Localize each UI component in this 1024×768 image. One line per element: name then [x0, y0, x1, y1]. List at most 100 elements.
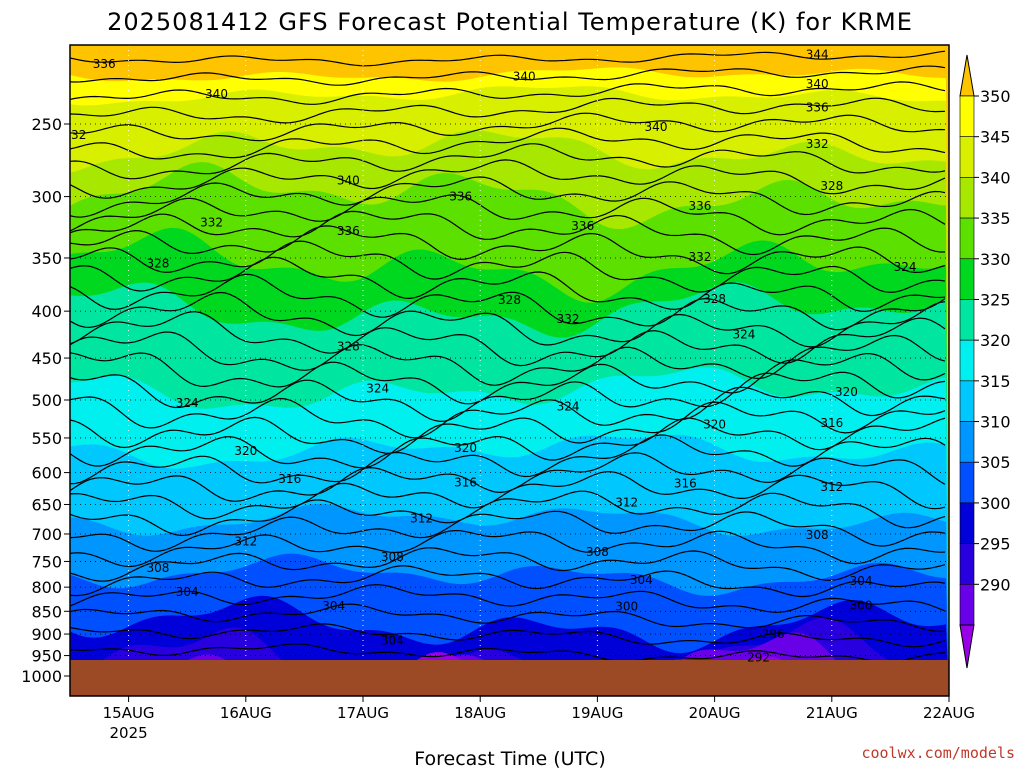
contour-label: 340 [205, 87, 228, 101]
contour-line [70, 510, 946, 552]
contour-label: 312 [820, 480, 843, 494]
contour-label: 308 [806, 528, 829, 542]
contour-line [70, 225, 946, 275]
contour-label: 336 [337, 224, 360, 238]
contour-label: 304 [322, 599, 345, 613]
contour-line [70, 143, 946, 180]
contour-label: 304 [630, 573, 653, 587]
contour-line [70, 240, 946, 293]
y-tick-label: 800 [31, 578, 62, 597]
colorbar-label: 310 [980, 413, 1011, 432]
colorbar-top-arrow [959, 54, 975, 97]
y-tick-label: 250 [31, 115, 62, 134]
contour-label: 324 [732, 327, 755, 341]
contour-label: 340 [645, 120, 668, 134]
contour-label: 320 [835, 385, 858, 399]
colorbar-label: 325 [980, 290, 1011, 309]
contour-line [70, 210, 945, 256]
x-tick-label: 16AUG [220, 704, 272, 722]
contour-line [70, 127, 946, 160]
contour-line [70, 547, 946, 582]
plot-frame [69, 44, 950, 697]
x-tick-sublabel: 2025 [110, 724, 148, 742]
colorbar-label: 300 [980, 494, 1011, 513]
contour-line [70, 50, 946, 67]
contour-label: 312 [615, 496, 638, 510]
contour-line [70, 584, 946, 613]
y-tick-label: 750 [31, 552, 62, 571]
contour-line [70, 65, 946, 86]
x-axis: 15AUG 2025 16AUG 17AUG 18AUG 19AUG 20AUG 21AUG 2… [103, 696, 975, 742]
y-tick-label: 550 [31, 429, 62, 448]
colorbar-label: 290 [980, 575, 1011, 594]
colorbar-segment [959, 299, 975, 341]
contour-label: 308 [586, 545, 609, 559]
contour-label: 324 [894, 260, 917, 274]
contour-label: 336 [806, 101, 829, 115]
contour-label: 320 [234, 444, 257, 458]
contour-label: 340 [806, 77, 829, 91]
contour-label: 316 [674, 477, 697, 491]
colorbar-segment [959, 502, 975, 544]
y-tick-label: 350 [31, 249, 62, 268]
contour-label: 336 [688, 199, 711, 213]
contour-line [70, 386, 946, 439]
colorbar-label: 345 [980, 128, 1011, 147]
x-tick-label: 15AUG [103, 704, 155, 722]
y-tick-label: 300 [31, 188, 62, 207]
colorbar-label: 340 [980, 168, 1011, 187]
contour-label: 304 [381, 634, 404, 648]
contour-label: 308 [381, 550, 404, 564]
contour-label: 292 [747, 651, 770, 665]
contour-line [70, 311, 946, 367]
colorbar-segment [959, 258, 975, 300]
y-tick-label: 700 [31, 525, 62, 544]
contour-label: 324 [366, 382, 389, 396]
colorbar-segment [959, 217, 975, 260]
contour-line [70, 273, 946, 331]
contour-label: 328 [146, 257, 169, 271]
contour-label: 340 [337, 173, 360, 187]
x-tick-label: 22AUG [923, 704, 975, 722]
contour-label: 332 [557, 312, 580, 326]
colorbar-label: 335 [980, 209, 1011, 228]
contour-label: 304 [850, 574, 873, 588]
y-tick-label: 400 [31, 302, 62, 321]
colorbar-segment [959, 95, 975, 137]
x-tick-label: 21AUG [806, 704, 858, 722]
colorbar-label: 295 [980, 535, 1011, 554]
contour-label: 340 [513, 70, 536, 84]
contour-line [70, 417, 946, 469]
contour-line [70, 452, 946, 502]
contour-line [70, 331, 946, 386]
contour-label: 328 [498, 293, 521, 307]
contour-line [70, 97, 946, 124]
contour-label: 332 [806, 137, 829, 151]
colorbar-segment [959, 421, 975, 463]
y-tick-label: 500 [31, 391, 62, 410]
contour-label: 312 [410, 511, 433, 525]
y-tick-label: 450 [31, 349, 62, 368]
contour-label: 336 [571, 219, 594, 233]
y-tick-label: 850 [31, 602, 62, 621]
colorbar-label: 305 [980, 453, 1011, 472]
contour-label: 332 [63, 128, 86, 142]
colorbar-label: 330 [980, 250, 1011, 269]
y-axis: 250 300 350 400 450 500 550 600 650 700 750 800 850 9… [21, 115, 70, 686]
contour-label: 320 [454, 441, 477, 455]
y-tick-label: 600 [31, 464, 62, 483]
ground-below-surface [70, 660, 949, 696]
colorbar-segment [959, 461, 975, 504]
x-tick-label: 20AUG [689, 704, 741, 722]
y-tick-label: 950 [31, 647, 62, 666]
colorbar-segment [959, 136, 975, 178]
contour-label: 332 [688, 250, 711, 264]
contour-lines [70, 50, 946, 679]
colorbar-segment [959, 543, 975, 585]
contour-label: 328 [703, 292, 726, 306]
contour-label: 308 [146, 561, 169, 575]
temperature-bands [70, 67, 949, 696]
y-tick-label: 650 [31, 495, 62, 514]
contour-label: 316 [278, 472, 301, 486]
